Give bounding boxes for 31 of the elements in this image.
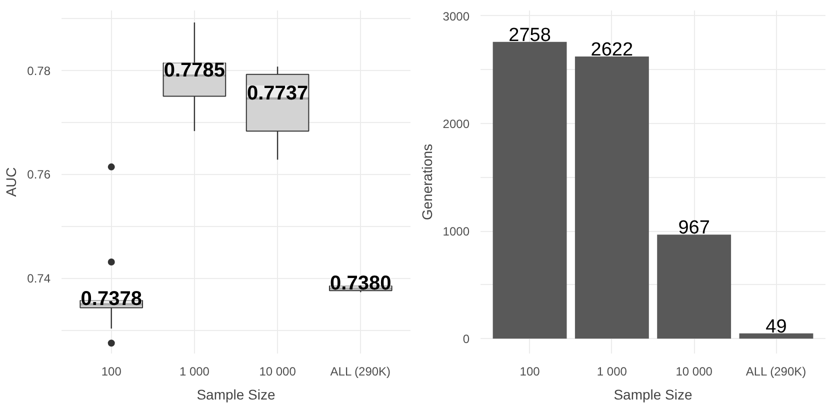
y-tick-label: 0.78 — [27, 64, 51, 78]
bar — [739, 333, 814, 339]
data-label: 2758 — [508, 24, 551, 46]
annotation: 0.7380 — [330, 272, 392, 295]
y-tick-label: 0.76 — [27, 168, 51, 182]
x-axis-title: Sample Size — [614, 386, 693, 402]
annotation: 0.7378 — [80, 288, 142, 310]
y-tick-label: 2000 — [442, 116, 470, 131]
y-tick-label: 1000 — [442, 224, 470, 239]
x-tick-label: ALL (290K) — [746, 364, 806, 378]
y-tick-label: 0 — [462, 332, 470, 346]
annotation: 0.7785 — [164, 59, 226, 82]
bar — [574, 56, 649, 339]
x-tick-label: 100 — [101, 364, 122, 378]
data-label: 967 — [678, 218, 710, 239]
y-axis-title: Generations — [418, 144, 435, 220]
x-tick-label: 10 000 — [676, 364, 713, 378]
y-tick-label: 3000 — [442, 9, 470, 24]
x-axis-title: Sample Size — [196, 386, 276, 402]
x-tick-label: 10 000 — [259, 364, 296, 378]
y-axis-title: AUC — [3, 167, 20, 197]
y-tick-label: 0.74 — [27, 272, 51, 286]
annotation: 0.7737 — [246, 82, 308, 104]
data-label: 49 — [766, 316, 787, 338]
x-tick-label: 1 000 — [596, 364, 628, 378]
x-tick-label: ALL (290K) — [330, 364, 391, 378]
x-tick-label: 100 — [520, 364, 540, 378]
bar — [657, 234, 732, 339]
x-tick-label: 1 000 — [179, 364, 210, 378]
bar — [492, 42, 567, 339]
data-label: 2622 — [590, 40, 634, 61]
